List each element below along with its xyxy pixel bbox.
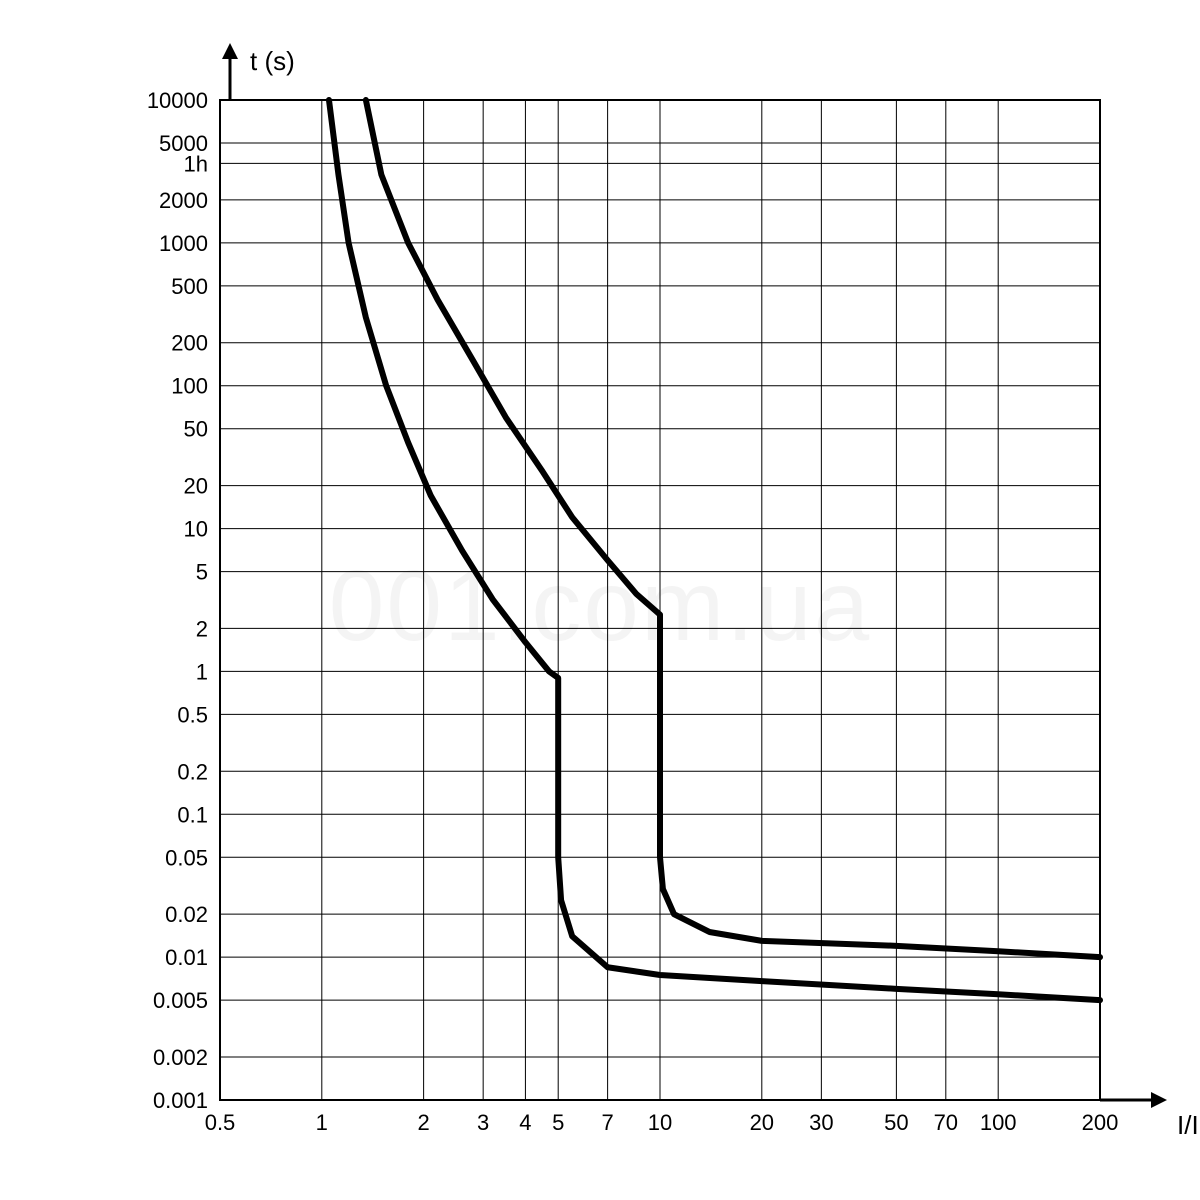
y-tick-label: 500	[171, 274, 208, 299]
x-tick-label: 70	[934, 1110, 958, 1135]
y-tick-label: 100	[171, 374, 208, 399]
y-tick-label-extra: 1h	[184, 151, 208, 176]
x-axis-label: I/In	[1177, 1110, 1200, 1140]
x-tick-label: 50	[884, 1110, 908, 1135]
y-tick-label: 0.2	[177, 759, 208, 784]
y-tick-label: 10	[184, 517, 208, 542]
x-tick-label: 5	[552, 1110, 564, 1135]
x-tick-label: 4	[519, 1110, 531, 1135]
y-tick-label: 20	[184, 474, 208, 499]
y-tick-label: 0.01	[165, 945, 208, 970]
y-tick-label: 0.05	[165, 845, 208, 870]
y-tick-label: 0.5	[177, 702, 208, 727]
y-tick-label: 200	[171, 331, 208, 356]
y-axis-label: t (s)	[250, 46, 295, 76]
y-tick-label: 1	[196, 659, 208, 684]
watermark: 001.com.ua	[329, 550, 872, 662]
y-tick-label: 5	[196, 560, 208, 585]
y-tick-label: 0.002	[153, 1045, 208, 1070]
y-tick-label: 0.001	[153, 1088, 208, 1113]
y-tick-label: 50	[184, 417, 208, 442]
y-tick-label: 0.005	[153, 988, 208, 1013]
y-tick-label: 2	[196, 616, 208, 641]
x-tick-label: 2	[417, 1110, 429, 1135]
x-tick-label: 3	[477, 1110, 489, 1135]
y-tick-label: 0.02	[165, 902, 208, 927]
x-tick-label: 7	[601, 1110, 613, 1135]
x-tick-label: 20	[750, 1110, 774, 1135]
trip-curve-chart: 001.com.uat (s)I/In0.5123457102030507010…	[0, 0, 1200, 1200]
x-tick-label: 1	[316, 1110, 328, 1135]
y-tick-label: 0.1	[177, 802, 208, 827]
y-tick-label: 10000	[147, 88, 208, 113]
y-tick-label: 2000	[159, 188, 208, 213]
x-tick-label: 30	[809, 1110, 833, 1135]
x-tick-label: 0.5	[205, 1110, 236, 1135]
x-tick-label: 200	[1082, 1110, 1119, 1135]
y-tick-label: 1000	[159, 231, 208, 256]
x-tick-label: 10	[648, 1110, 672, 1135]
x-tick-label: 100	[980, 1110, 1017, 1135]
